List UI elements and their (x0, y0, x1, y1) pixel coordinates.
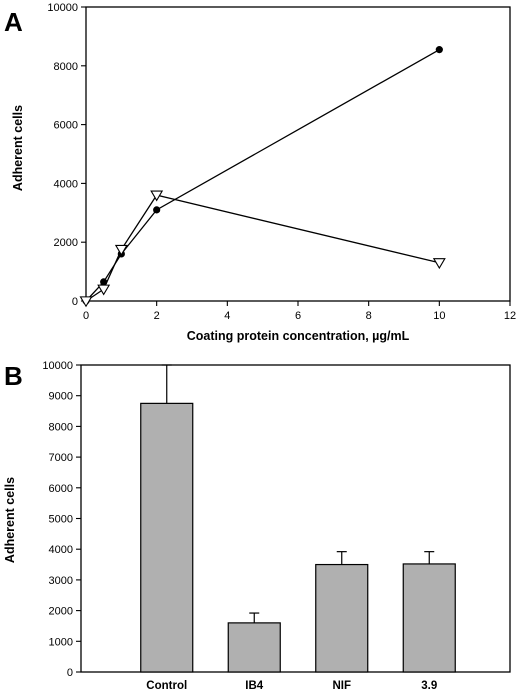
panel-a-marker-open-triangle (432, 258, 446, 270)
panel-a: A Adherent cells Coating protein concent… (4, 2, 516, 343)
panel-b-y-tick-label: 10000 (42, 360, 73, 372)
panel-a-axes: 0 2000 4000 6000 8000 10000 0 2 4 6 8 10 12 (47, 2, 516, 322)
panel-a-y-tick-label: 4000 (54, 178, 78, 190)
panel-b-bar-ib4 (227, 622, 281, 673)
panel-a-x-tick-label: 12 (504, 310, 516, 322)
panel-a-marker-filled-circle (100, 278, 108, 286)
panel-b-bar-3-9 (402, 563, 456, 673)
panel-a-x-tick-label: 10 (433, 310, 445, 322)
panel-b-y-tick-label: 6000 (49, 483, 73, 495)
panel-a-series-line-1 (85, 49, 440, 302)
panel-b-bars: Control IB4 NIF 3.9 (140, 364, 456, 692)
panel-b-category-label: Control (146, 680, 187, 692)
panel-a-label: A (4, 7, 23, 37)
panel-b-y-tick-label: 7000 (49, 452, 73, 464)
panel-a-marker-filled-circle (435, 46, 443, 54)
panel-a-plot-frame (85, 6, 511, 302)
panel-b-bar-nif (315, 563, 369, 673)
panel-b-y-tick-label: 5000 (49, 514, 73, 526)
panel-a-y-axis-title: Adherent cells (11, 105, 25, 191)
panel-a-y-tick-label: 8000 (54, 61, 78, 73)
panel-a-y-tick-label: 0 (72, 296, 78, 308)
panel-b-category-label: 3.9 (421, 680, 437, 692)
panel-a-y-tick-label: 2000 (54, 237, 78, 249)
panel-b-y-tick-label: 0 (67, 667, 73, 679)
panel-a-marker-open-triangle (79, 296, 93, 308)
panel-b-category-label: IB4 (245, 680, 264, 692)
panel-a-y-tick-label: 10000 (47, 2, 78, 14)
panel-b-y-tick-label: 4000 (49, 544, 73, 556)
panel-a-y-tick-label: 6000 (54, 120, 78, 132)
panel-a-marker-open-triangle (97, 284, 111, 296)
panel-b-y-tick-label: 2000 (49, 606, 73, 618)
panel-a-marker-open-triangle (150, 190, 164, 202)
panel-b-y-tick-label: 3000 (49, 575, 73, 587)
panel-a-x-tick-label: 2 (154, 310, 160, 322)
panel-a-x-tick-label: 4 (224, 310, 230, 322)
panel-a-x-tick-label: 8 (366, 310, 372, 322)
panel-a-x-axis-title: Coating protein concentration, µg/mL (187, 329, 410, 343)
panel-b-bar-control (140, 402, 194, 673)
panel-b-y-tick-label: 9000 (49, 391, 73, 403)
panel-b-y-axis-title: Adherent cells (3, 477, 17, 563)
panel-b-category-label: NIF (332, 680, 351, 692)
panel-a-x-tick-label: 6 (295, 310, 301, 322)
panel-b: B Adherent cells 0 1000 2000 3000 4000 5000 60… (3, 360, 511, 692)
panel-a-series (79, 46, 446, 308)
panel-b-y-tick-label: 8000 (49, 421, 73, 433)
panel-a-x-tick-label: 0 (83, 310, 89, 322)
panel-a-series-line-2 (85, 194, 440, 302)
panel-b-axes: 0 1000 2000 3000 4000 5000 6000 7000 8000 9000 100… (42, 360, 511, 679)
panel-b-y-tick-label: 1000 (49, 636, 73, 648)
panel-b-label: B (4, 361, 23, 391)
panel-a-marker-open-triangle (114, 244, 128, 256)
panel-a-marker-filled-circle (153, 206, 161, 214)
